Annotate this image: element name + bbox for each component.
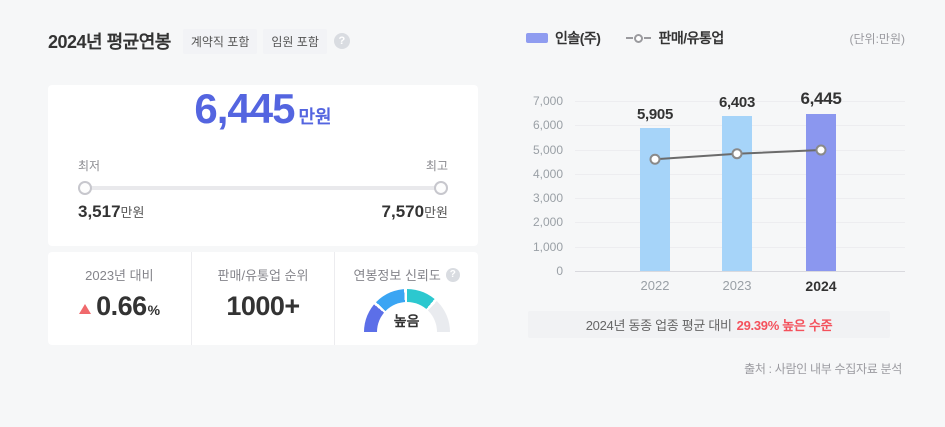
slider-handle-max[interactable] xyxy=(434,181,448,195)
y-tick-label: 3,000 xyxy=(532,191,563,206)
legend-bar-label: 인솔(주) xyxy=(555,30,601,46)
bar-2022[interactable] xyxy=(640,127,670,271)
help-icon[interactable]: ? xyxy=(445,267,460,282)
slider-track xyxy=(78,186,448,190)
bar-value-label: 5,905 xyxy=(636,105,674,123)
salary-summary-panel: 2024년 평균연봉 계약직 포함 임원 포함 ? 6,445 만원 최저 최고 3… xyxy=(48,28,478,345)
industry-average-line xyxy=(649,144,827,165)
stat-reliability: 연봉정보 신뢰도? 높음 xyxy=(335,252,478,345)
salary-chart-panel: 인솔(주) 판매/유통업 (단위:만원) 7,000 6,000 5,000 4,00… xyxy=(520,28,905,377)
page-title: 2024년 평균연봉 xyxy=(48,32,171,52)
help-icon[interactable]: ? xyxy=(333,33,350,49)
max-label: 최고 xyxy=(425,159,448,173)
stat-yoy: 2023년 대비 0.66% xyxy=(48,252,192,345)
x-axis: 2022 2023 2024 xyxy=(575,271,905,295)
y-axis: 7,000 6,000 5,000 4,000 3,000 2,000 1,000 0 xyxy=(520,94,575,278)
bar-value-label: 6,403 xyxy=(718,93,756,111)
salary-amount: 6,445 xyxy=(194,85,295,132)
stat-rank-label: 판매/유통업 순위 xyxy=(217,268,309,283)
stat-rank-value: 1000+ xyxy=(226,291,300,321)
y-tick-label: 2,000 xyxy=(532,215,563,230)
banner-highlight: 29.39% 높은 수준 xyxy=(736,318,833,333)
slider-handle-min[interactable] xyxy=(78,181,92,195)
y-tick-label: 5,000 xyxy=(532,142,563,157)
filter-badges: 계약직 포함 임원 포함 xyxy=(182,28,327,54)
panel-header: 2024년 평균연봉 계약직 포함 임원 포함 ? xyxy=(48,28,478,54)
bar-2024[interactable] xyxy=(806,114,836,271)
bar-value-label: 6,445 xyxy=(800,89,842,109)
up-arrow-icon xyxy=(79,303,92,314)
stats-card: 2023년 대비 0.66% 판매/유통업 순위 1000+ 연봉정보 신뢰도?… xyxy=(48,252,478,345)
stat-yoy-value: 0.66% xyxy=(48,291,191,322)
y-tick-label: 4,000 xyxy=(532,166,563,181)
average-salary-value: 6,445 만원 xyxy=(78,85,448,143)
x-label-2023: 2023 xyxy=(722,278,752,293)
salary-range-values: 3,517만원 7,570만원 xyxy=(78,202,448,222)
y-tick-label: 6,000 xyxy=(532,118,563,133)
y-tick-label: 7,000 xyxy=(532,94,563,108)
legend-line-marker-icon xyxy=(626,33,652,43)
salary-unit: 만원 xyxy=(298,107,332,127)
source-note: 출처 : 사람인 내부 수집자료 분석 xyxy=(744,362,902,376)
stat-yoy-label: 2023년 대비 xyxy=(85,268,154,283)
gridline xyxy=(575,271,905,272)
salary-bar-chart: 7,000 6,000 5,000 4,000 3,000 2,000 1,000 0 5,9… xyxy=(520,89,905,278)
stat-reliability-label: 연봉정보 신뢰도? xyxy=(335,265,478,284)
gridline xyxy=(575,101,905,102)
filter-badge: 계약직 포함 xyxy=(182,28,258,54)
banner-text: 2024년 동종 업종 평균 대비 xyxy=(585,318,732,333)
y-tick-label: 0 xyxy=(556,264,563,278)
legend-bar-swatch xyxy=(526,33,548,43)
x-label-2022: 2022 xyxy=(640,278,670,293)
y-tick-label: 1,000 xyxy=(532,239,563,254)
chart-legend: 인솔(주) 판매/유통업 (단위:만원) xyxy=(520,28,905,48)
max-salary: 7,570만원 xyxy=(381,202,448,221)
min-label: 최저 xyxy=(78,159,101,173)
unit-note: (단위:만원) xyxy=(849,31,906,46)
min-salary: 3,517만원 xyxy=(78,202,145,221)
comparison-banner: 2024년 동종 업종 평균 대비 29.39% 높은 수준 xyxy=(528,311,890,338)
average-salary-card: 6,445 만원 최저 최고 3,517만원 7,570만원 xyxy=(48,85,478,246)
bar-2023[interactable] xyxy=(722,115,752,271)
salary-range-slider xyxy=(78,181,448,195)
filter-badge: 임원 포함 xyxy=(263,28,327,54)
x-label-2024: 2024 xyxy=(805,278,837,294)
plot-area: 5,905 6,403 6,445 xyxy=(575,89,905,272)
stat-rank: 판매/유통업 순위 1000+ xyxy=(192,252,336,345)
reliability-gauge: 높음 xyxy=(363,289,450,333)
salary-range-labels: 최저 최고 xyxy=(78,157,448,174)
legend-line-label: 판매/유통업 xyxy=(658,30,724,46)
reliability-level: 높음 xyxy=(393,313,420,329)
